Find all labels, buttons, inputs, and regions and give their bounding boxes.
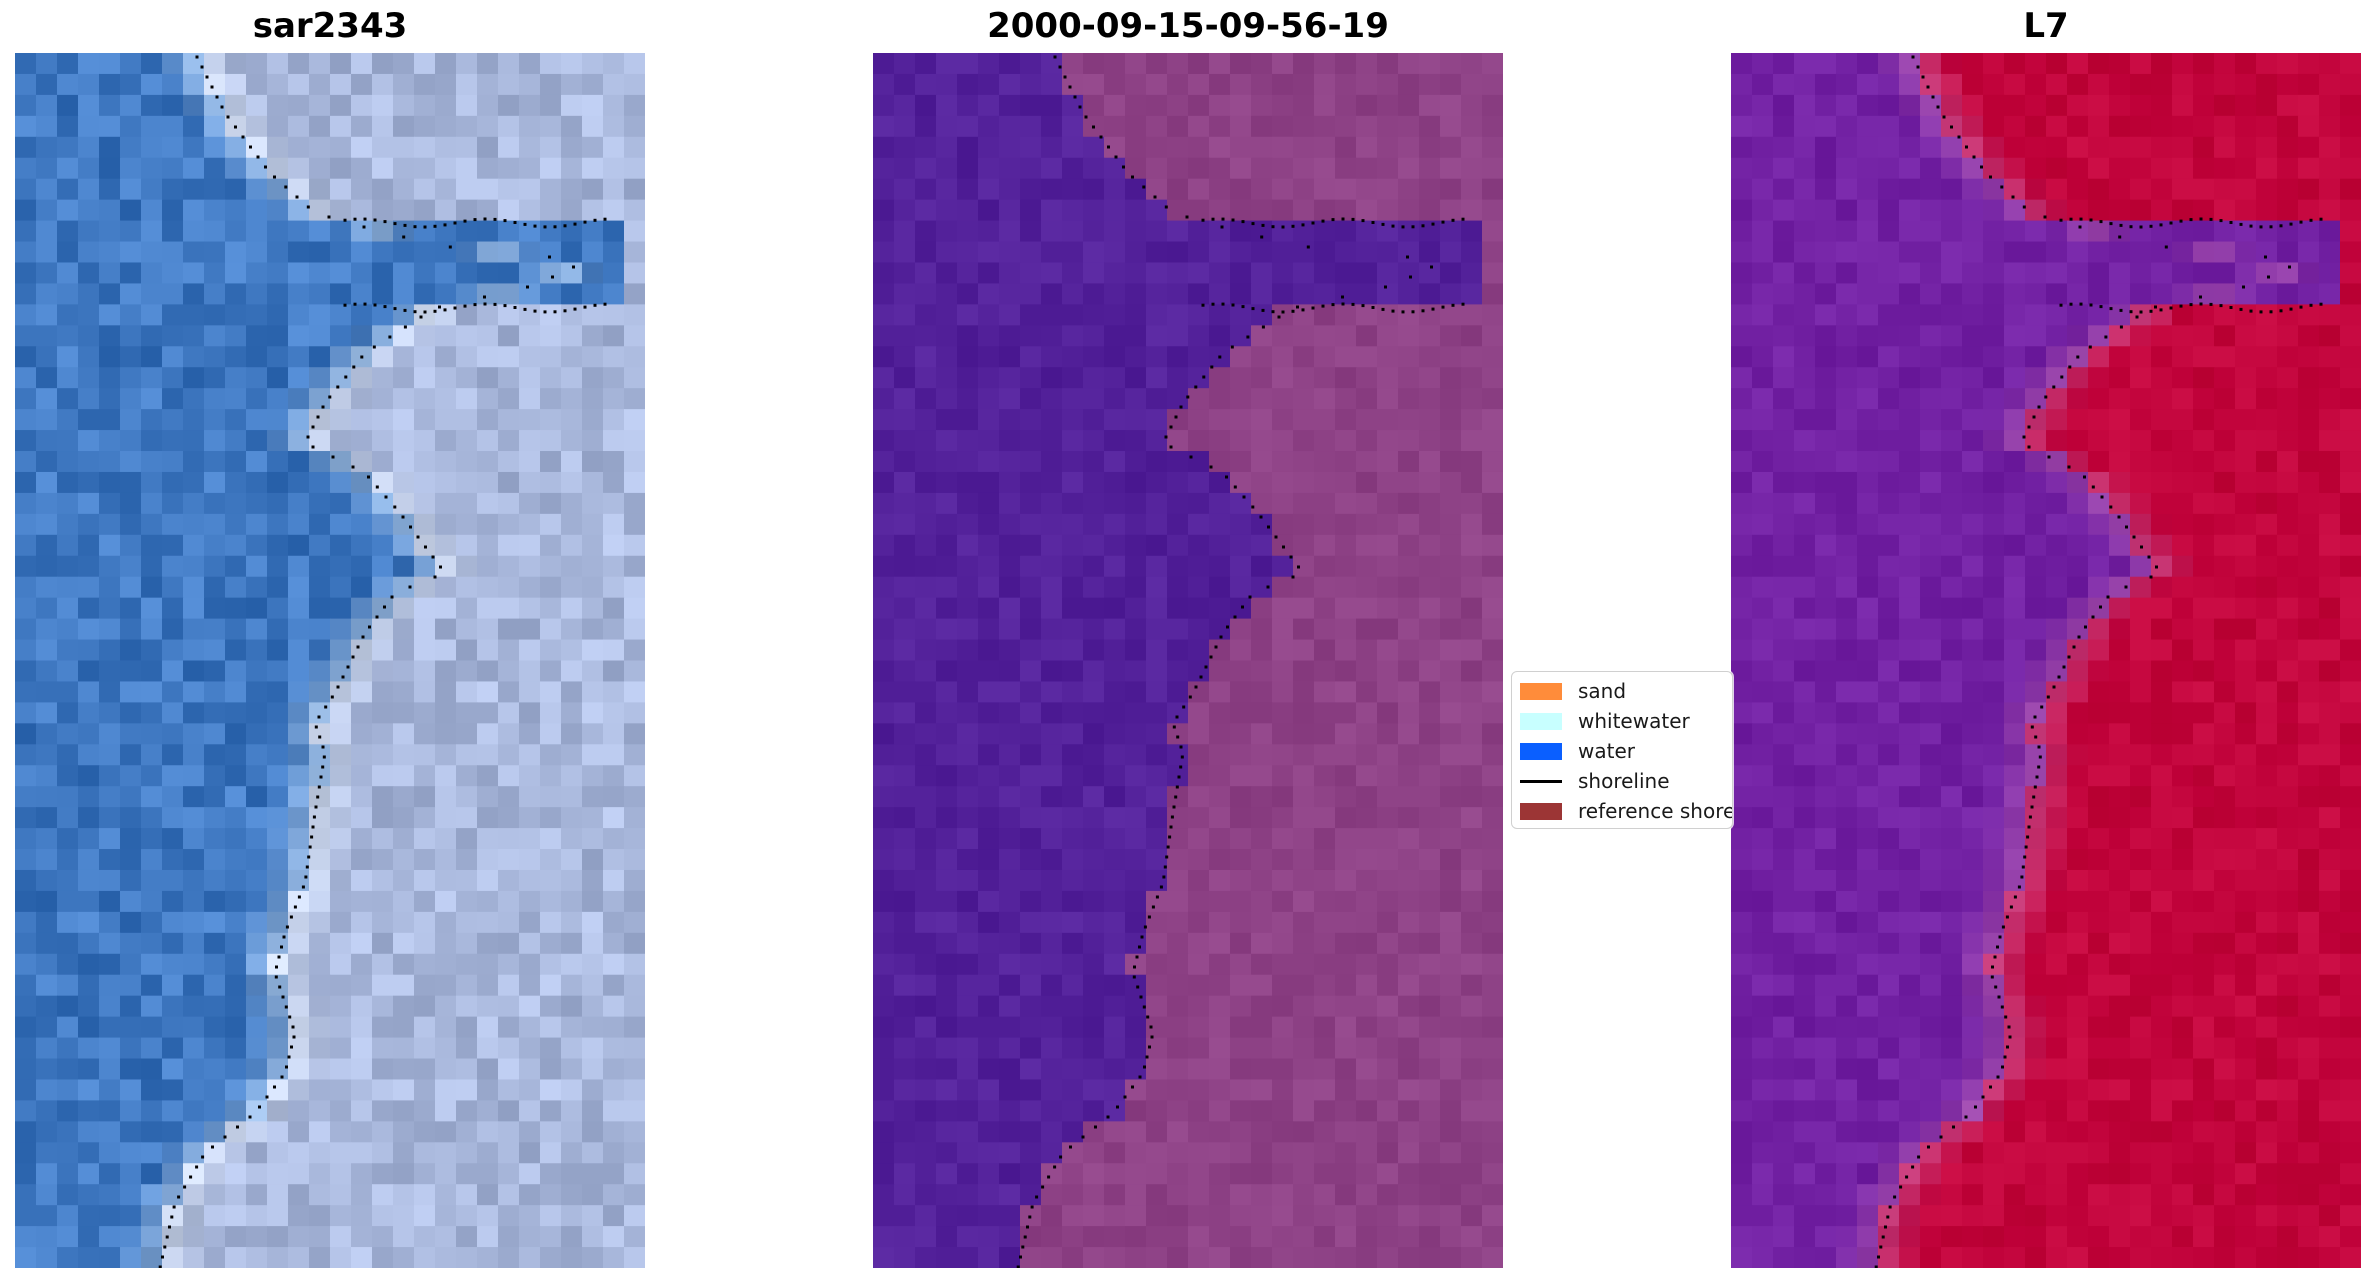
rgb-satellite-image xyxy=(15,53,645,1268)
shoreline-line-swatch xyxy=(1520,779,1562,783)
classified-satellite-image xyxy=(873,53,1503,1268)
legend-label-sand: sand xyxy=(1578,679,1627,703)
legend: sand whitewater water shoreline referenc… xyxy=(1511,671,1733,829)
legend-label-reference-shoreline: reference shoreline xyxy=(1578,799,1732,823)
legend-item-shoreline: shoreline xyxy=(1520,769,1670,793)
legend-item-whitewater: whitewater xyxy=(1520,709,1690,733)
water-swatch xyxy=(1520,742,1562,760)
water-index-image xyxy=(1731,53,2361,1268)
sand-swatch xyxy=(1520,682,1562,700)
legend-item-reference-shoreline: reference shoreline xyxy=(1520,799,1732,823)
index-image-panel xyxy=(1731,53,2361,1268)
classified-image-panel xyxy=(873,53,1503,1268)
legend-label-shoreline: shoreline xyxy=(1578,769,1670,793)
rgb-image-panel xyxy=(15,53,645,1268)
legend-item-sand: sand xyxy=(1520,679,1626,703)
panel-title-classified: 2000-09-15-09-56-19 xyxy=(987,6,1389,46)
whitewater-swatch xyxy=(1520,712,1562,730)
panel-title-index: L7 xyxy=(2023,6,2069,46)
panel-title-rgb: sar2343 xyxy=(252,6,408,46)
legend-label-whitewater: whitewater xyxy=(1578,709,1690,733)
reference-shoreline-swatch xyxy=(1520,802,1562,820)
legend-item-water: water xyxy=(1520,739,1635,763)
legend-label-water: water xyxy=(1578,739,1635,763)
